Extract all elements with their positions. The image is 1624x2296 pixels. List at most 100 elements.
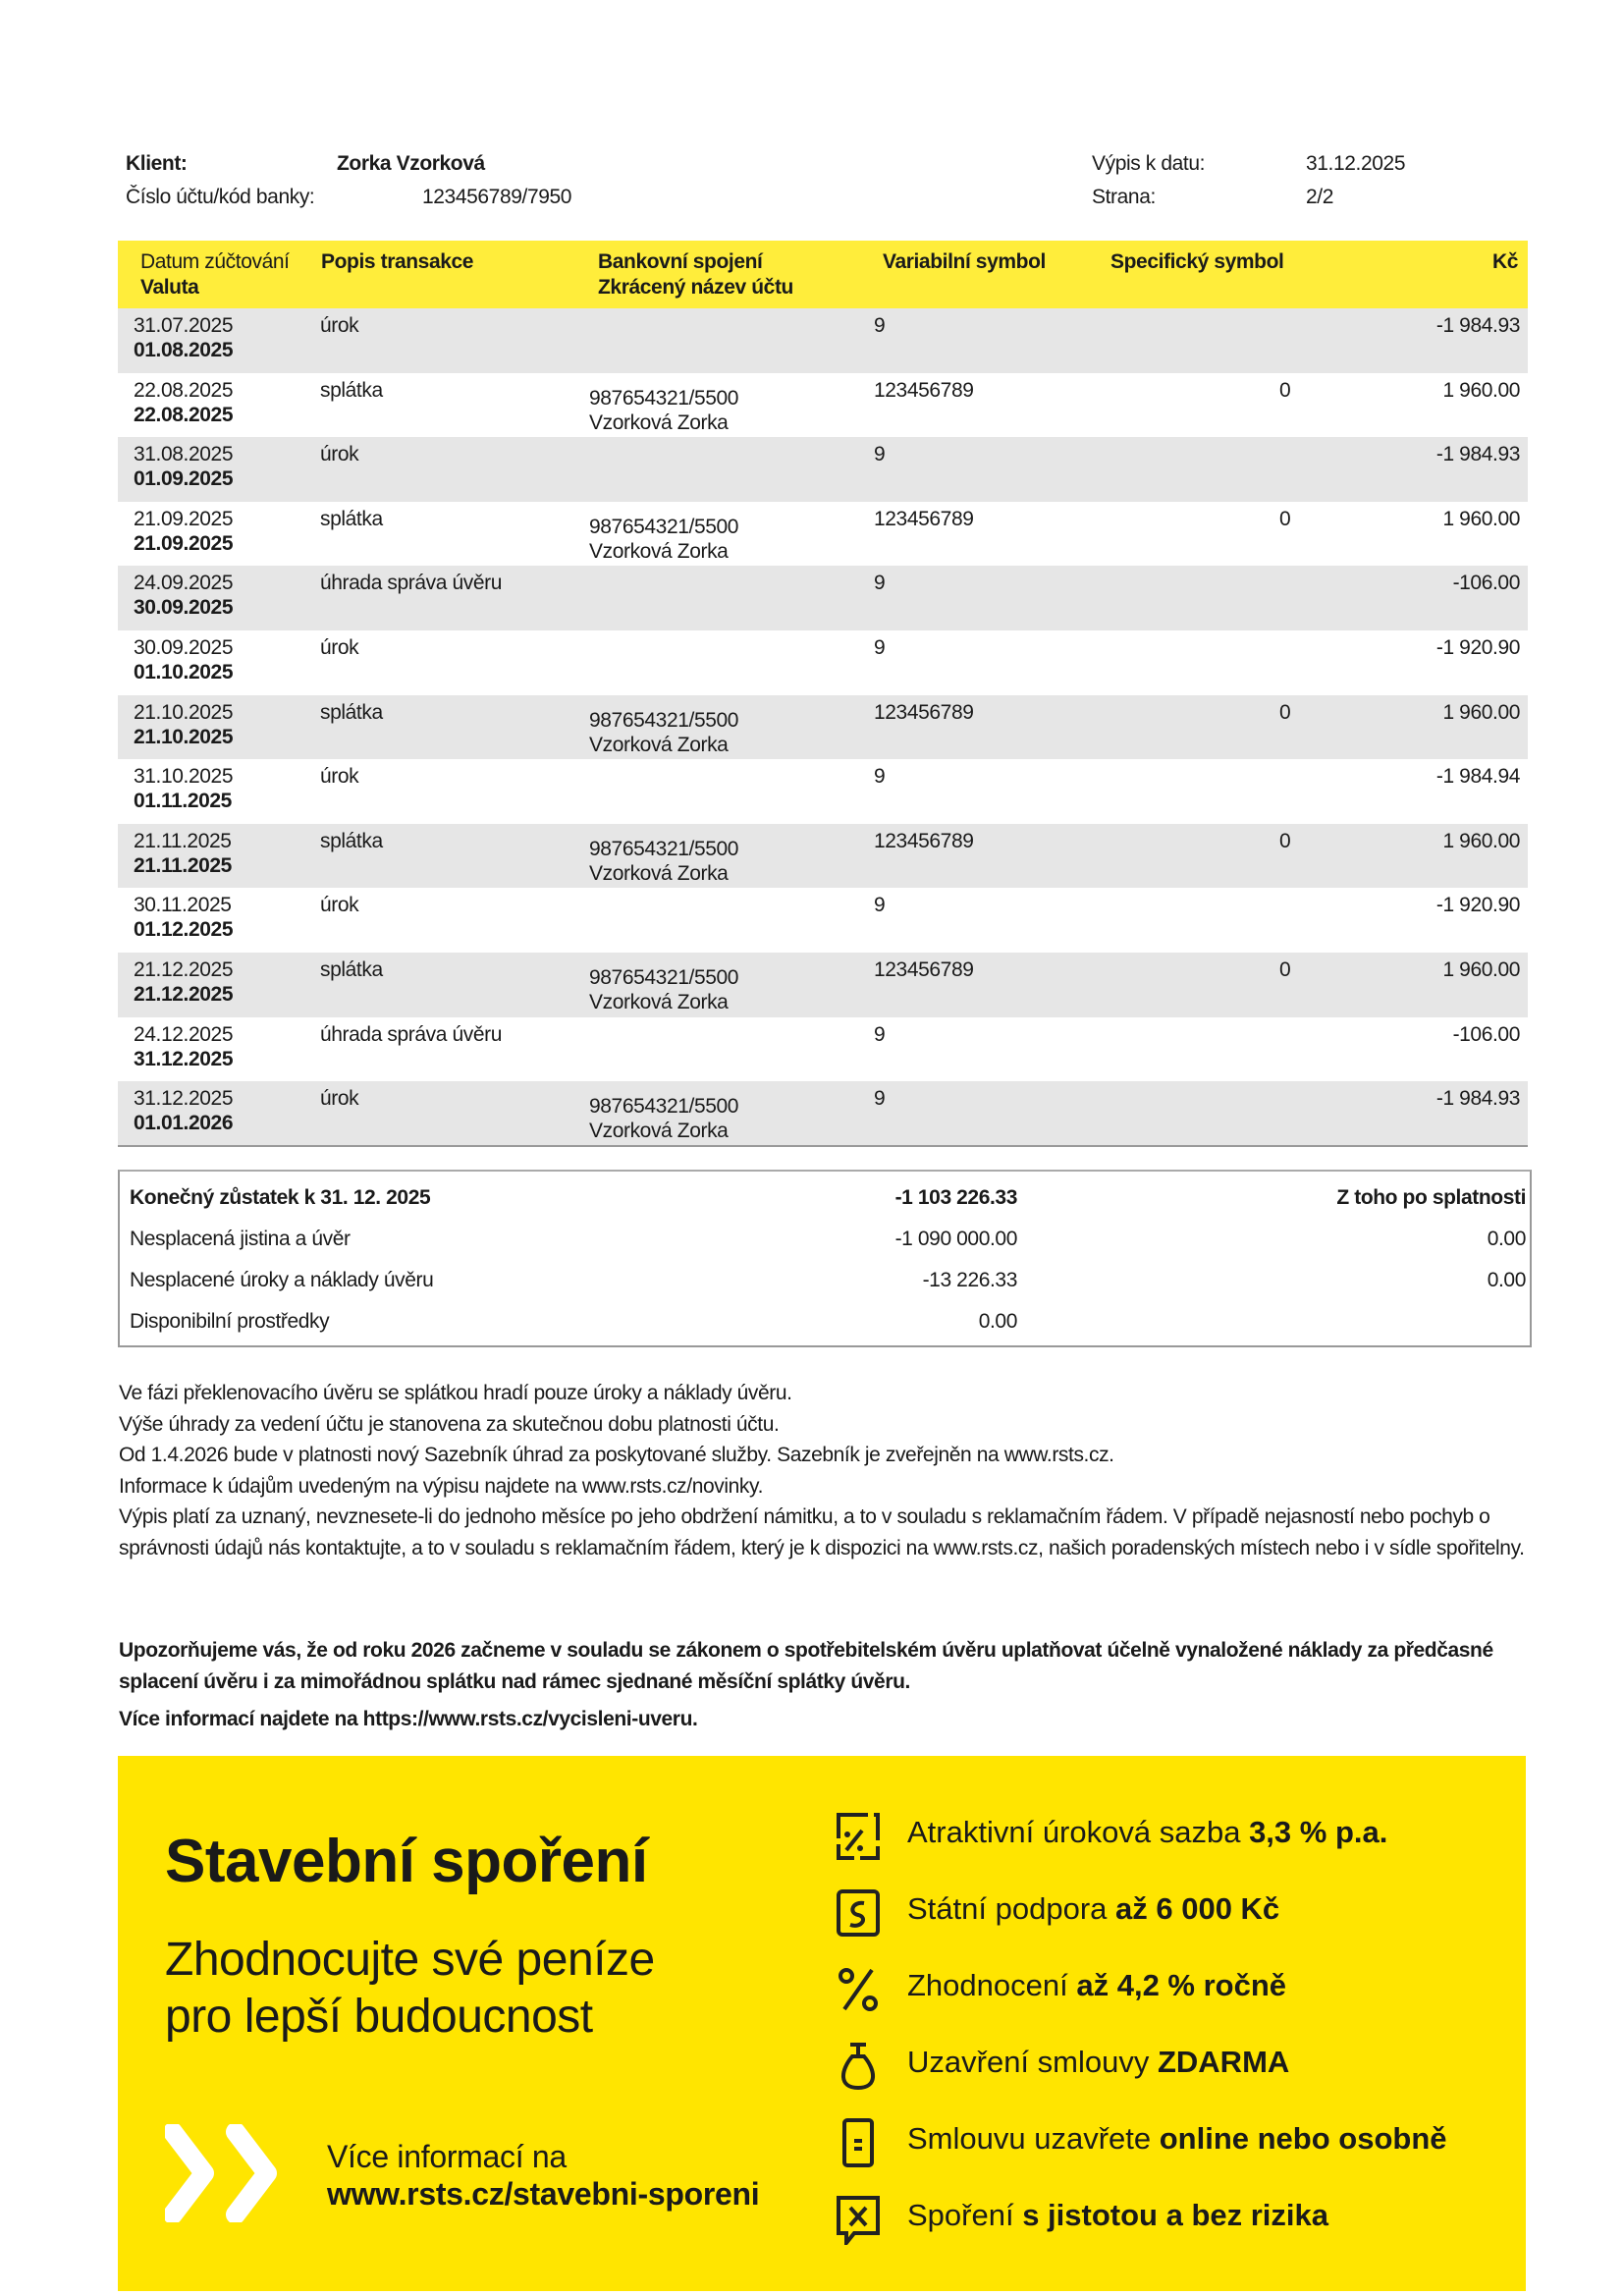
summary-line-value: -1 090 000.00 — [894, 1228, 1018, 1250]
row-var-symbol: 123456789 — [874, 829, 974, 852]
row-valuta: 21.11.2025 — [134, 853, 232, 877]
row-date: 31.12.2025 — [134, 1087, 234, 1111]
summary-line-value: -13 226.33 — [922, 1269, 1018, 1291]
client-name: Zorka Vzorková — [337, 152, 485, 175]
summary-line-value: 0.00 — [978, 1310, 1018, 1333]
row-bank: 987654321/5500 — [589, 708, 739, 732]
summary-line-overdue: 0.00 — [1487, 1228, 1527, 1250]
table-row: 31.12.2025 01.01.2026 úrok 987654321/5500 Vz… — [118, 1081, 1528, 1146]
row-valuta: 30.09.2025 — [134, 596, 234, 620]
fee-warning: Upozorňujeme vás, že od roku 2026 začnem… — [119, 1639, 1493, 1693]
feature-highlight: ZDARMA — [1157, 2045, 1290, 2079]
col-spec: Specifický symbol — [1110, 250, 1284, 273]
row-var-symbol: 123456789 — [874, 700, 974, 724]
row-desc: splátka — [320, 700, 383, 724]
feature-text: Atraktivní úroková sazba — [907, 1815, 1250, 1849]
summary-line-label: Nesplacená jistina a úvěr — [130, 1228, 351, 1250]
col-var: Variabilní symbol — [883, 250, 1046, 273]
row-amount: -1 984.93 — [1435, 443, 1521, 466]
row-amount: -1 920.90 — [1435, 894, 1521, 917]
note-line: Ve fázi překlenovacího úvěru se splátkou… — [119, 1382, 792, 1404]
col-date: Datum zúčtování — [140, 250, 290, 273]
row-desc: úrok — [320, 894, 359, 917]
page-value: 2/2 — [1306, 186, 1333, 208]
promo-banner[interactable]: Stavební spoření Zhodnocujte své peníze … — [118, 1756, 1526, 2291]
row-date: 21.12.2025 — [134, 957, 234, 981]
statement-date: 31.12.2025 — [1306, 152, 1406, 175]
row-date: 30.11.2025 — [134, 894, 232, 917]
row-date: 21.10.2025 — [134, 700, 234, 724]
row-amount: 1 960.00 — [1442, 957, 1520, 981]
overdue-label: Z toho po splatnosti — [1336, 1186, 1526, 1209]
banner-feature: Státní podpora až 6 000 Kč — [907, 1891, 1279, 1927]
note-line: Od 1.4.2026 bude v platnosti nový Sazebn… — [119, 1444, 1114, 1466]
summary-line-label: Nesplacené úroky a náklady úvěru — [130, 1269, 434, 1291]
banner-feature: Spoření s jistotou a bez rizika — [907, 2198, 1328, 2233]
transactions-table-body: 31.07.2025 01.08.2025 úrok 9 -1 984.93 22.08.… — [118, 308, 1528, 1146]
table-row: 31.08.2025 01.09.2025 úrok 9 -1 984.93 — [118, 437, 1528, 502]
row-var-symbol: 123456789 — [874, 957, 974, 981]
feature-highlight: online nebo osobně — [1159, 2121, 1447, 2156]
table-row: 31.07.2025 01.08.2025 úrok 9 -1 984.93 — [118, 308, 1528, 373]
note-line: Informace k údajům uvedeným na výpisu na… — [119, 1474, 763, 1498]
shield-check-icon — [837, 2196, 880, 2245]
row-account-name: Vzorková Zorka — [589, 539, 729, 563]
statement-date-label: Výpis k datu: — [1092, 152, 1206, 175]
row-var-symbol: 9 — [874, 1087, 886, 1111]
row-date: 31.08.2025 — [134, 443, 234, 466]
row-account-name: Vzorková Zorka — [589, 990, 729, 1013]
banner-feature: Uzavření smlouvy ZDARMA — [907, 2045, 1289, 2080]
table-row: 30.11.2025 01.12.2025 úrok 9 -1 920.90 — [118, 888, 1528, 953]
row-valuta: 01.11.2025 — [134, 790, 232, 813]
table-row: 24.09.2025 30.09.2025 úhrada správa úvěru 9… — [118, 566, 1528, 630]
feature-highlight: až 6 000 Kč — [1115, 1891, 1280, 1926]
feature-text: Spoření — [907, 2198, 1023, 2232]
row-date: 30.09.2025 — [134, 635, 234, 659]
row-valuta: 21.09.2025 — [134, 531, 234, 555]
row-account-name: Vzorková Zorka — [589, 733, 729, 756]
row-bank: 987654321/5500 — [589, 1095, 739, 1119]
col-amount: Kč — [1491, 250, 1518, 273]
page-label: Strana: — [1092, 186, 1156, 208]
account-value: 123456789/7950 — [422, 186, 572, 208]
row-amount: 1 960.00 — [1442, 507, 1520, 530]
col-desc: Popis transakce — [321, 250, 474, 273]
more-info-link[interactable]: Více informací najdete na https://www.rs… — [119, 1708, 698, 1730]
col-valuta: Valuta — [140, 276, 199, 299]
banner-more-url[interactable]: www.rsts.cz/stavebni-sporeni — [327, 2176, 760, 2212]
account-label: Číslo účtu/kód banky: — [126, 186, 315, 208]
row-spec-symbol: 0 — [1279, 378, 1291, 402]
double-chevron-icon — [165, 2124, 277, 2222]
statement-notes: Ve fázi překlenovacího úvěru se splátkou… — [119, 1378, 1533, 1563]
table-row: 31.10.2025 01.11.2025 úrok 9 -1 984.94 — [118, 759, 1528, 824]
table-row: 21.12.2025 21.12.2025 splátka 987654321/550… — [118, 952, 1528, 1017]
feature-highlight: až 4,2 % ročně — [1076, 1968, 1287, 2002]
row-valuta: 21.10.2025 — [134, 725, 234, 748]
row-desc: úhrada správa úvěru — [320, 572, 503, 595]
row-date: 31.10.2025 — [134, 765, 234, 789]
row-spec-symbol: 0 — [1279, 829, 1291, 852]
note-line: Výpis platí za uznaný, nevznesete-li do … — [119, 1505, 1525, 1559]
row-var-symbol: 9 — [874, 635, 886, 659]
row-bank: 987654321/5500 — [589, 515, 739, 538]
row-amount: -106.00 — [1452, 572, 1521, 595]
percent-icon — [839, 1968, 878, 2011]
row-var-symbol: 123456789 — [874, 378, 974, 402]
feature-highlight: 3,3 % p.a. — [1249, 1815, 1388, 1849]
percent-tag-icon — [837, 1813, 880, 1860]
table-row: 24.12.2025 31.12.2025 úhrada správa úvěru 9… — [118, 1017, 1528, 1082]
row-var-symbol: 9 — [874, 894, 886, 917]
row-valuta: 01.09.2025 — [134, 467, 234, 491]
row-date: 24.09.2025 — [134, 572, 234, 595]
row-account-name: Vzorková Zorka — [589, 1120, 729, 1143]
table-row: 21.11.2025 21.11.2025 splátka 987654321/550… — [118, 823, 1528, 889]
row-desc: úrok — [320, 443, 359, 466]
banner-feature: Atraktivní úroková sazba 3,3 % p.a. — [907, 1815, 1387, 1850]
summary-line-overdue: 0.00 — [1487, 1269, 1527, 1291]
row-date: 21.11.2025 — [134, 829, 232, 852]
feature-text: Smlouvu uzavřete — [907, 2121, 1160, 2156]
banner-more-label: Více informací na — [327, 2139, 567, 2174]
note-line: Výše úhrady za vedení účtu je stanovena … — [119, 1412, 780, 1436]
row-amount: -1 984.94 — [1435, 765, 1521, 789]
row-spec-symbol: 0 — [1279, 700, 1291, 724]
